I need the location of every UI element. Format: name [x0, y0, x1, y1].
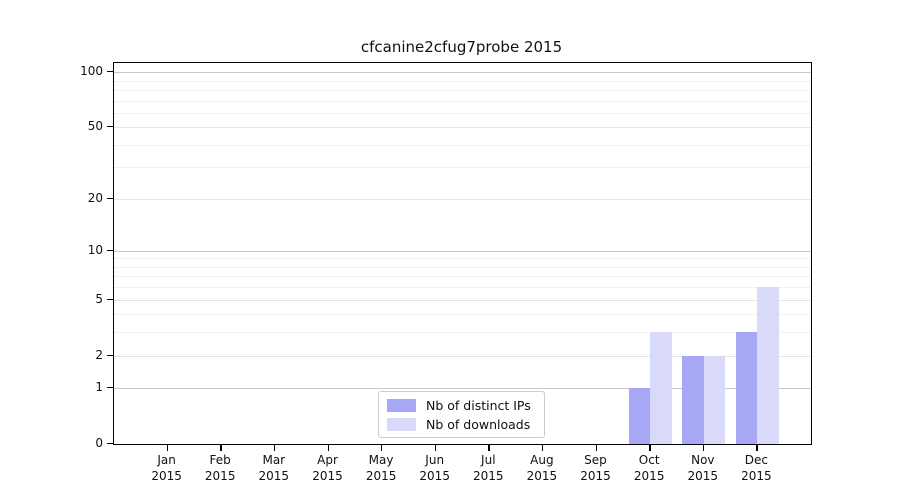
gridline: [114, 72, 811, 73]
legend-row: Nb of distinct IPs: [387, 398, 536, 413]
x-tick-label: Feb 2015: [205, 452, 236, 484]
x-tick-month: Dec: [744, 453, 769, 467]
x-tick-label: Apr 2015: [312, 452, 343, 484]
bar-distinct-ips: [682, 355, 704, 444]
y-tick-mark: [107, 354, 113, 356]
x-tick-month: Aug: [530, 453, 554, 467]
x-tick-month: May: [368, 453, 394, 467]
gridline: [114, 388, 811, 390]
x-tick-year: 2015: [687, 469, 719, 483]
y-tick-label: 5: [95, 291, 103, 306]
x-tick-mark: [434, 445, 437, 451]
y-tick-label: 100: [80, 64, 103, 78]
x-tick-month: Feb: [209, 453, 231, 467]
y-tick-mark: [107, 71, 113, 73]
y-tick-label: 2: [95, 347, 103, 362]
x-tick-label: May 2015: [366, 452, 397, 484]
bar-downloads: [703, 355, 726, 444]
x-tick-mark: [166, 445, 168, 451]
x-tick-year: 2015: [204, 469, 236, 483]
x-tick-year: 2015: [151, 469, 182, 483]
gridline: [114, 100, 811, 102]
x-tick-year: 2015: [312, 469, 343, 483]
x-tick-label: Aug 2015: [527, 452, 558, 484]
x-tick-year: 2015: [526, 469, 558, 483]
x-tick-month: Jul: [481, 453, 496, 467]
x-tick-year: 2015: [473, 469, 504, 483]
legend-swatch: [387, 417, 416, 431]
x-tick-mark: [595, 445, 597, 451]
y-tick-label: 20: [87, 190, 103, 205]
gridline: [114, 250, 811, 252]
x-tick-mark: [649, 445, 651, 451]
x-tick-year: 2015: [741, 469, 772, 483]
x-tick-label: Dec 2015: [741, 452, 772, 484]
x-tick-month: Jan: [157, 453, 176, 467]
gridline: [114, 276, 811, 278]
x-tick-label: Mar 2015: [259, 452, 290, 484]
x-tick-label: Jul 2015: [473, 452, 504, 484]
x-tick-month: Oct: [638, 453, 660, 467]
x-tick-year: 2015: [419, 469, 450, 483]
legend-label: Nb of distinct IPs: [426, 397, 531, 413]
plot-area: [113, 62, 812, 445]
gridline: [114, 266, 811, 268]
gridline: [114, 355, 811, 357]
x-tick-mark: [220, 445, 222, 451]
gridline: [114, 127, 811, 129]
x-tick-label: Oct 2015: [634, 452, 665, 484]
gridline: [114, 198, 811, 200]
gridline: [114, 287, 811, 289]
gridline: [114, 299, 811, 301]
y-tick-label: 10: [87, 242, 103, 257]
bar-downloads: [757, 287, 779, 444]
x-tick-mark: [327, 445, 329, 451]
gridline: [114, 332, 811, 334]
gridline: [114, 89, 811, 91]
x-tick-mark: [541, 445, 544, 451]
legend-row: Nb of downloads: [387, 417, 536, 432]
x-tick-label: Jun 2015: [419, 452, 450, 484]
bar-downloads: [650, 332, 672, 444]
x-tick-month: Jun: [425, 453, 445, 467]
x-tick-label: Nov 2015: [688, 452, 719, 484]
x-tick-year: 2015: [580, 469, 611, 483]
gridline: [114, 314, 811, 316]
x-tick-month: Apr: [317, 453, 338, 467]
x-tick-year: 2015: [258, 469, 290, 483]
x-tick-label: Jan 2015: [151, 452, 182, 484]
x-tick-mark: [273, 445, 276, 451]
x-tick-year: 2015: [365, 469, 397, 483]
y-tick-mark: [107, 197, 113, 199]
x-tick-mark: [488, 445, 490, 451]
x-tick-year: 2015: [633, 469, 665, 483]
gridline: [114, 80, 811, 82]
y-tick-label: 50: [87, 119, 103, 134]
x-tick-mark: [381, 445, 383, 451]
bar-distinct-ips: [735, 332, 758, 444]
y-tick-mark: [107, 387, 113, 389]
gridline: [114, 112, 811, 114]
legend-label: Nb of downloads: [426, 416, 531, 432]
y-tick-mark: [107, 249, 113, 252]
x-tick-mark: [756, 445, 758, 451]
gridline: [114, 258, 811, 260]
legend-swatch: [387, 398, 416, 412]
legend: Nb of distinct IPs Nb of downloads: [378, 391, 545, 438]
y-tick-mark: [107, 443, 113, 445]
gridline: [114, 144, 811, 146]
x-tick-month: Sep: [584, 453, 607, 467]
chart-title: cfcanine2cfug7probe 2015: [360, 38, 563, 56]
y-tick-label: 0: [95, 436, 103, 450]
y-tick-mark: [107, 126, 113, 128]
x-tick-label: Sep 2015: [580, 452, 611, 484]
y-tick-label: 1: [95, 380, 103, 395]
x-tick-mark: [702, 445, 705, 451]
x-tick-month: Nov: [691, 453, 715, 467]
bar-distinct-ips: [628, 388, 651, 444]
y-tick-mark: [107, 298, 113, 300]
x-tick-month: Mar: [262, 453, 286, 467]
gridline: [114, 167, 811, 169]
